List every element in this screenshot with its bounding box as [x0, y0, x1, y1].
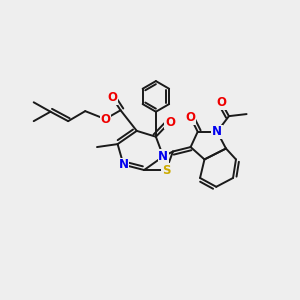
Text: O: O [186, 111, 196, 124]
Text: O: O [216, 96, 226, 109]
Text: N: N [118, 158, 128, 171]
Text: O: O [100, 112, 110, 126]
Text: N: N [212, 125, 222, 138]
Text: O: O [165, 116, 175, 128]
Text: O: O [107, 91, 117, 104]
Text: N: N [158, 150, 168, 163]
Text: S: S [162, 164, 170, 176]
